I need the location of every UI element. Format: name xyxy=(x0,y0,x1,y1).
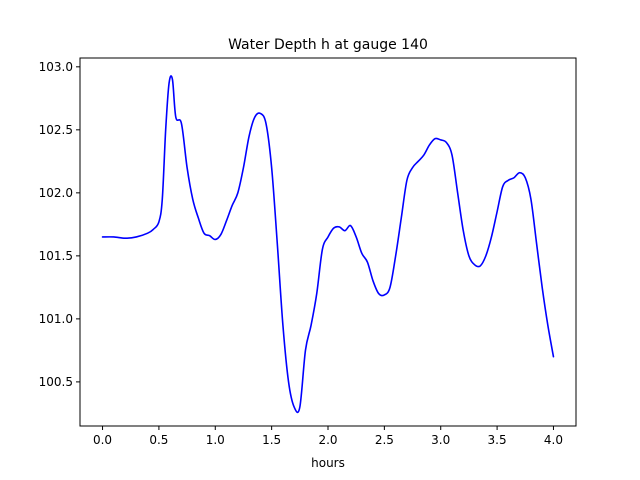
x-tick-label: 0.5 xyxy=(149,433,168,447)
x-tick-label: 4.0 xyxy=(544,433,563,447)
y-tick-label: 101.0 xyxy=(39,312,73,326)
x-tick-label: 0.0 xyxy=(93,433,112,447)
y-tick-label: 103.0 xyxy=(39,60,73,74)
x-axis-label: hours xyxy=(311,456,345,470)
y-tick-label: 101.5 xyxy=(39,249,73,263)
y-tick-label: 102.0 xyxy=(39,186,73,200)
y-tick-label: 102.5 xyxy=(39,123,73,137)
x-tick-label: 3.5 xyxy=(488,433,507,447)
plot-area xyxy=(101,75,555,414)
plot-frame xyxy=(79,57,577,427)
x-tick-label: 2.5 xyxy=(375,433,394,447)
x-tick-label: 1.0 xyxy=(206,433,225,447)
y-tick-label: 100.5 xyxy=(39,375,73,389)
x-tick-label: 3.0 xyxy=(431,433,450,447)
series-line-0 xyxy=(101,75,555,414)
axis-ticks: 0.0 0.5 1.0 1.5 2.0 2.5 3.0 3.5 4.0 100.5 101.0 101… xyxy=(39,60,563,447)
chart-title: Water Depth h at gauge 140 xyxy=(228,37,428,53)
x-tick-label: 1.5 xyxy=(262,433,281,447)
x-tick-label: 2.0 xyxy=(318,433,337,447)
